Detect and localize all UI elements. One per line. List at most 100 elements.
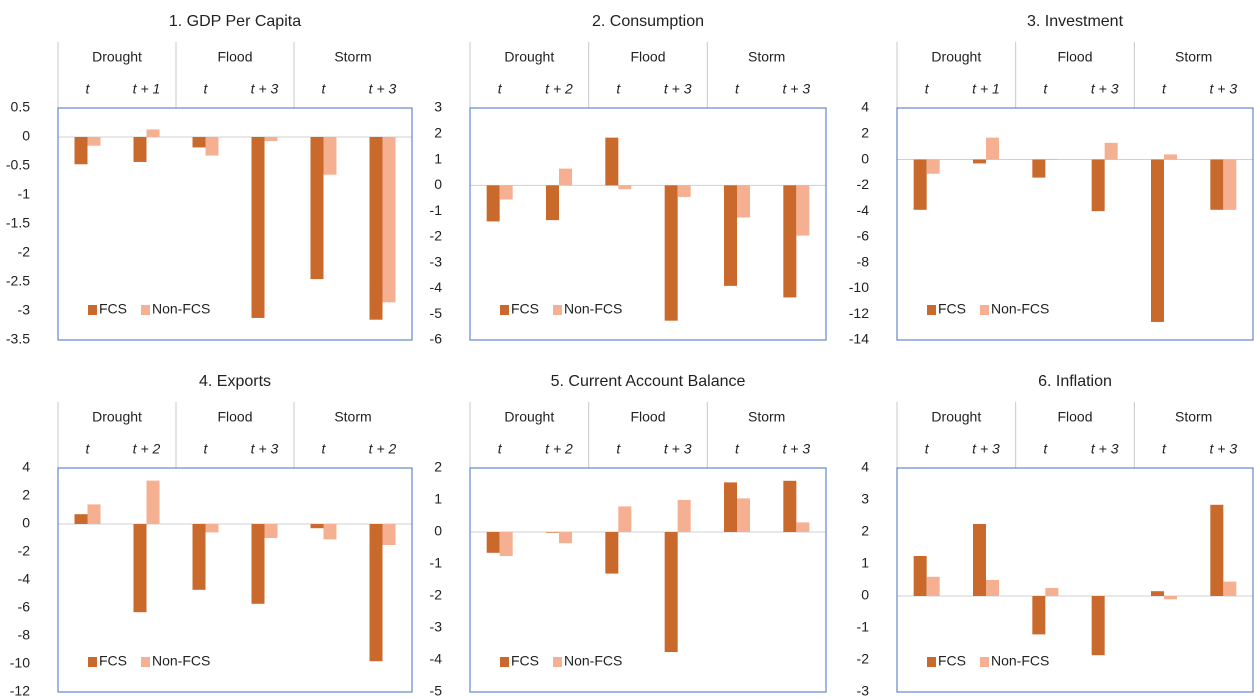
x-category-label: t + 3 <box>664 441 692 457</box>
group-label: Drought <box>931 49 981 65</box>
x-category-label: t <box>322 81 327 97</box>
x-category-label: t <box>735 441 740 457</box>
y-tick-label: -4 <box>430 651 443 667</box>
y-tick-label: -2 <box>430 228 443 244</box>
panel-title: 6. Inflation <box>1038 373 1112 390</box>
y-tick-label: -1 <box>430 555 443 571</box>
bar <box>926 159 940 174</box>
y-tick-label: -3 <box>18 302 31 318</box>
group-label: Flood <box>630 409 665 425</box>
legend-label: Non-FCS <box>564 653 622 669</box>
bar <box>1045 588 1059 596</box>
bar <box>382 524 396 545</box>
bar <box>87 504 101 524</box>
y-tick-label: -1 <box>430 202 443 218</box>
y-tick-label: 3 <box>861 491 869 507</box>
legend-swatch <box>141 657 150 667</box>
bar <box>1091 159 1105 212</box>
bar <box>499 185 513 200</box>
bar <box>74 514 88 524</box>
y-tick-label: 1 <box>861 555 869 571</box>
y-tick-label: -6 <box>18 599 31 615</box>
x-category-label: t <box>1043 441 1048 457</box>
bar <box>986 580 999 596</box>
legend-swatch <box>88 305 97 315</box>
plot-frame <box>896 107 1254 341</box>
bar <box>146 480 160 524</box>
legend-label: FCS <box>99 653 127 669</box>
group-label: Storm <box>1175 409 1212 425</box>
bar <box>1032 159 1046 178</box>
x-category-label: t <box>925 81 930 97</box>
y-tick-label: -2 <box>18 543 31 559</box>
bar <box>664 532 678 652</box>
bar <box>264 137 278 142</box>
y-tick-label: -10 <box>849 279 869 295</box>
x-category-label: t <box>322 441 327 457</box>
bar <box>1164 154 1177 160</box>
y-tick-label: -5 <box>430 683 443 698</box>
y-tick-label: -1.5 <box>6 215 30 231</box>
y-tick-label: 4 <box>861 99 869 115</box>
x-category-label: t + 3 <box>251 81 279 97</box>
bar <box>133 137 147 162</box>
x-category-label: t + 3 <box>783 81 811 97</box>
bar <box>913 159 927 210</box>
bar <box>323 137 337 175</box>
y-tick-label: 0 <box>434 523 442 539</box>
y-tick-label: -3 <box>857 683 870 698</box>
bar <box>913 556 927 596</box>
legend-label: FCS <box>99 301 127 317</box>
plot-frame <box>896 467 1254 693</box>
bar <box>486 185 500 222</box>
bar <box>796 522 810 532</box>
bar <box>251 524 265 604</box>
group-label: Drought <box>92 49 142 65</box>
bar <box>310 137 324 280</box>
legend-swatch <box>141 305 150 315</box>
x-category-label: t + 3 <box>369 81 397 97</box>
x-category-label: t + 3 <box>1210 441 1238 457</box>
panel-title: 3. Investment <box>1027 13 1124 30</box>
plot-frame <box>57 107 413 341</box>
y-tick-label: -4 <box>430 279 443 295</box>
bar <box>87 137 101 146</box>
legend-swatch <box>927 657 936 667</box>
bar <box>677 500 691 532</box>
y-tick-label: -1 <box>18 186 31 202</box>
panel-title: 4. Exports <box>199 373 271 390</box>
bar <box>664 185 678 321</box>
plot-frame <box>57 467 413 693</box>
y-tick-label: 1 <box>434 491 442 507</box>
y-tick-label: -10 <box>10 655 30 671</box>
bar <box>559 532 572 544</box>
plot-frame <box>469 467 827 693</box>
bar <box>737 185 750 218</box>
bar <box>559 168 572 186</box>
bar <box>724 185 737 286</box>
x-category-label: t + 2 <box>133 441 161 457</box>
legend-label: Non-FCS <box>564 301 622 317</box>
bar <box>251 137 265 318</box>
x-category-label: t <box>735 81 740 97</box>
legend-label: FCS <box>938 301 966 317</box>
y-tick-label: -14 <box>849 331 869 347</box>
bar <box>74 137 88 165</box>
legend-swatch <box>980 657 989 667</box>
x-category-label: t <box>86 81 91 97</box>
bar <box>323 524 337 540</box>
y-tick-label: 0 <box>22 515 30 531</box>
bar <box>737 498 750 532</box>
x-category-label: t + 3 <box>1091 81 1119 97</box>
bar <box>369 137 383 320</box>
legend-label: Non-FCS <box>991 653 1049 669</box>
bar <box>486 532 500 553</box>
bar <box>1151 159 1164 322</box>
y-tick-label: -3.5 <box>6 331 30 347</box>
x-category-label: t + 1 <box>133 81 161 97</box>
bar <box>546 185 559 221</box>
bar <box>310 524 324 529</box>
panel-title: 2. Consumption <box>592 13 704 30</box>
bar <box>1091 596 1105 656</box>
y-tick-label: -12 <box>849 305 869 321</box>
